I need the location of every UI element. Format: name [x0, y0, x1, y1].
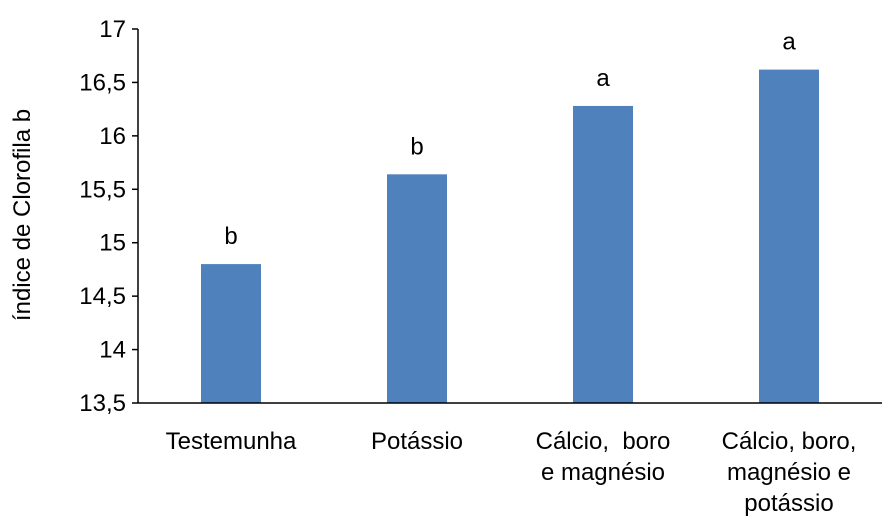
bar-data-labels: b b a a [224, 29, 796, 250]
bar-data-label: b [410, 133, 423, 160]
x-category-label: Cálcio, boro, [722, 428, 857, 455]
y-tick-label: 16,5 [79, 69, 126, 96]
y-tick-label: 14,5 [79, 283, 126, 310]
bars [201, 69, 819, 404]
x-axis-labels: Testemunha Potássio Cálcio, boro e magnésio… [166, 428, 857, 517]
y-tick-label: 16 [99, 123, 126, 150]
bar-data-label: b [224, 223, 237, 250]
y-tick-label: 13,5 [79, 390, 126, 417]
x-category-label: magnésio e [727, 459, 851, 486]
x-category-label: Potássio [371, 428, 463, 455]
x-category-label: potássio [744, 490, 833, 517]
bar [201, 264, 261, 403]
y-tick-label: 17 [99, 16, 126, 43]
y-tick-label: 14 [99, 337, 126, 364]
x-category-label: Cálcio, boro [536, 428, 671, 455]
y-tick-label: 15,5 [79, 176, 126, 203]
x-category-label: e magnésio [541, 459, 665, 486]
bar-data-label: a [782, 29, 796, 56]
bar-data-label: a [596, 65, 610, 92]
y-tick-label: 15 [99, 230, 126, 257]
x-category-label: Testemunha [166, 428, 297, 455]
bar [573, 105, 633, 404]
bar [759, 69, 819, 403]
y-axis-ticks: 13,5 14 14,5 15 15,5 16 16,5 17 [79, 16, 138, 417]
bar [387, 174, 447, 403]
y-axis-title: índice de Clorofila b [9, 109, 36, 321]
